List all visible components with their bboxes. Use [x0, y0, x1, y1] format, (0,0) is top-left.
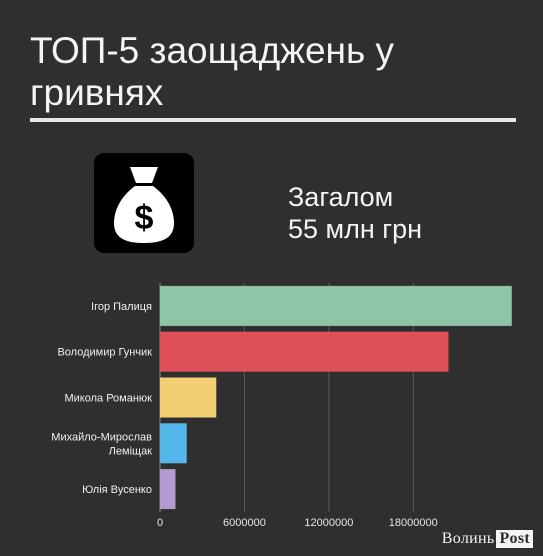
title-line-2: гривнях	[30, 72, 164, 113]
money-bag-icon: $	[94, 153, 194, 253]
bar	[160, 331, 449, 372]
title-divider	[30, 118, 516, 122]
bar-layer	[160, 285, 512, 510]
category-label: Микола Романюк	[64, 393, 152, 405]
bar	[160, 423, 187, 464]
svg-text:$: $	[135, 199, 154, 237]
total-value: 55 млн грн	[288, 214, 423, 244]
watermark-logo: Волинь Post	[442, 530, 533, 548]
watermark-part-2: Post	[496, 530, 533, 548]
category-label: Володимир Гунчик	[57, 347, 152, 359]
x-tick-label: 18000000	[389, 517, 438, 529]
category-label: Ігор Палиця	[91, 301, 152, 313]
page-title: ТОП-5 заощаджень у гривнях	[30, 30, 510, 114]
category-label: Михайло-Мирослав Леміщак	[51, 431, 152, 457]
x-tick-label: 12000000	[304, 517, 353, 529]
total-summary: Загалом 55 млн грн	[288, 181, 422, 245]
category-labels: Ігор Палиця Володимир Гунчик Микола Романю…	[51, 301, 152, 496]
watermark-part-1: Волинь	[441, 530, 495, 547]
bar	[160, 285, 512, 326]
bar	[160, 377, 217, 418]
total-label: Загалом	[288, 182, 394, 212]
x-tick-label: 0	[157, 517, 163, 529]
category-label: Юлія Вусенко	[82, 484, 152, 496]
bar	[160, 469, 176, 510]
x-tick-label: 6000000	[223, 517, 266, 529]
title-line-1: ТОП-5 заощаджень у	[30, 30, 395, 71]
x-tick-labels: 0 6000000 12000000 18000000	[157, 517, 438, 529]
